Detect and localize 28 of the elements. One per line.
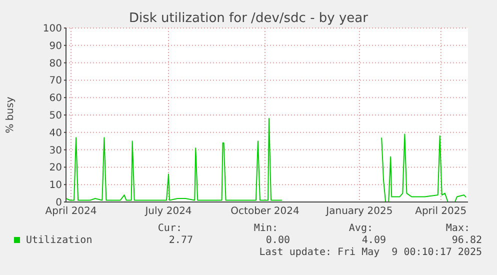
text: 2.77 <box>168 235 193 246</box>
x-tick-label: October 2024 <box>230 206 300 217</box>
x-tick-label: January 2025 <box>325 206 393 217</box>
text: Min: <box>254 223 278 234</box>
chart-title: Disk utilization for /dev/sdc - by year <box>129 11 369 26</box>
y-tick-label: 40 <box>49 128 62 139</box>
y-tick-label: 20 <box>49 162 62 174</box>
y-tick-label: 30 <box>49 145 62 156</box>
y-axis-title: % busy <box>5 96 16 134</box>
y-tick-label: 90 <box>49 40 62 52</box>
y-tick-label: 50 <box>49 110 62 122</box>
x-tick-label: July 2024 <box>144 206 192 217</box>
y-tick-label: 70 <box>49 76 62 87</box>
x-tick-label: April 2025 <box>415 206 467 217</box>
y-tick-label: 60 <box>49 93 62 104</box>
text: Avg: <box>348 223 373 234</box>
text: Max: <box>446 223 470 234</box>
text: 96.82 <box>452 235 482 246</box>
x-tick-label: April 2024 <box>45 206 97 217</box>
y-tick-label: 80 <box>49 58 62 70</box>
text: 4.09 <box>362 235 386 246</box>
text: 0.00 <box>266 235 290 246</box>
text: Last update: Fri May 9 00:10:17 2025 <box>259 247 482 258</box>
y-tick-label: 10 <box>49 180 62 192</box>
y-tick-label: 0 <box>56 198 62 208</box>
text: Cur: <box>158 223 182 234</box>
y-tick-label: 100 <box>42 24 62 34</box>
legend-label: Utilization <box>26 235 92 246</box>
